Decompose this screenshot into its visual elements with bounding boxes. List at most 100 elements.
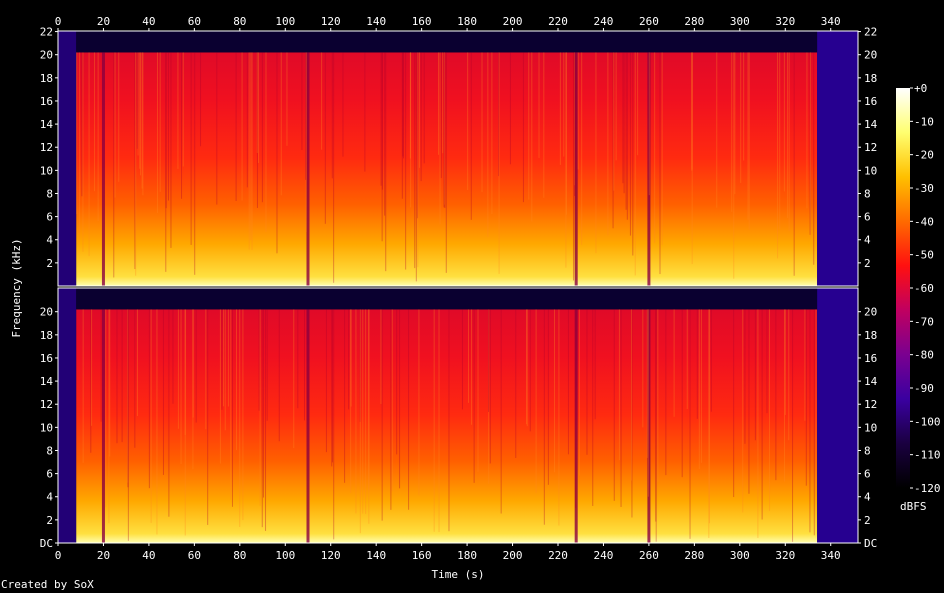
texture-line <box>700 309 702 463</box>
texture-line <box>565 52 567 215</box>
texture-line <box>696 309 698 419</box>
texture-line <box>403 52 405 159</box>
colorbar-label: dBFS <box>900 500 927 513</box>
texture-line <box>788 52 790 232</box>
texture-line <box>105 309 107 508</box>
texture-line <box>779 52 781 230</box>
y-tick-label-right: 4 <box>864 234 871 247</box>
y-tick-label-left: 8 <box>46 187 53 200</box>
texture-line <box>558 309 560 526</box>
texture-line <box>691 52 693 265</box>
y-tick-label-left: 6 <box>46 211 53 224</box>
texture-line <box>710 309 712 412</box>
texture-line <box>586 309 588 455</box>
texture-line <box>257 52 259 163</box>
dropout-line <box>574 309 578 543</box>
y-tick-label-left: 20 <box>40 49 53 62</box>
texture-line <box>134 52 136 270</box>
x-axis-bottom: 0 20 40 60 80 100 120 140 160 180 200 220 240 260 280 3… <box>55 543 841 562</box>
texture-line <box>266 309 268 421</box>
texture-line <box>607 52 609 236</box>
texture-line <box>399 309 401 489</box>
texture-line <box>324 52 326 224</box>
x-tick-label-top: 340 <box>821 15 841 28</box>
texture-line <box>263 309 265 498</box>
texture-line <box>390 309 392 510</box>
x-tick-label-top: 320 <box>775 15 795 28</box>
texture-line <box>381 309 383 521</box>
y-tick-label-right: 18 <box>864 72 877 85</box>
y-tick-label-right: 6 <box>864 468 871 481</box>
dropout-line <box>306 309 310 543</box>
texture-line <box>127 309 129 541</box>
dropout-line <box>101 309 105 543</box>
texture-line <box>473 309 475 483</box>
texture-line <box>647 309 649 497</box>
y-tick-label-right: 14 <box>864 375 878 388</box>
texture-line <box>806 52 808 209</box>
cutoff-band <box>76 288 818 310</box>
y-tick-label-left: 16 <box>40 95 53 108</box>
texture-line <box>109 309 111 457</box>
x-tick-label-top: 300 <box>730 15 750 28</box>
colorbar-tick-label: -60 <box>914 282 934 295</box>
texture-line <box>331 309 333 467</box>
y-tick-label-right: 10 <box>864 421 877 434</box>
texture-line <box>355 309 357 514</box>
audio-energy-region <box>76 52 818 286</box>
y-tick-label-left: 18 <box>40 72 53 85</box>
texture-line <box>227 309 229 407</box>
texture-line <box>139 52 141 176</box>
channel-panels <box>57 30 859 544</box>
colorbar-tick-label: -40 <box>914 215 934 228</box>
texture-line <box>498 52 500 177</box>
dropout-line <box>574 52 578 286</box>
fade-out-region <box>817 288 858 543</box>
texture-line <box>815 309 817 487</box>
y-tick-label-right: 6 <box>864 211 871 224</box>
texture-line <box>565 52 567 268</box>
texture-line <box>531 52 533 222</box>
texture-line <box>256 52 258 153</box>
texture-line <box>444 52 446 208</box>
texture-line <box>613 52 615 191</box>
texture-line <box>248 52 250 250</box>
texture-line <box>754 309 756 441</box>
texture-line <box>433 309 435 532</box>
texture-line <box>448 309 450 532</box>
texture-line <box>205 309 207 430</box>
texture-line <box>769 309 771 511</box>
texture-line <box>733 52 735 279</box>
channel-1-panel <box>57 30 859 287</box>
y-tick-label-left: 14 <box>40 375 54 388</box>
texture-line <box>108 309 110 524</box>
texture-line <box>402 52 404 157</box>
texture-line <box>538 52 540 158</box>
texture-line <box>88 52 90 257</box>
y-tick-label-left: 10 <box>40 164 53 177</box>
texture-line <box>172 309 174 404</box>
colorbar-tick-label: -110 <box>914 449 941 462</box>
texture-line <box>301 52 303 150</box>
texture-line <box>442 52 444 154</box>
x-tick-label-top: 0 <box>55 15 62 28</box>
texture-line <box>623 52 625 194</box>
texture-line <box>224 309 226 431</box>
texture-line <box>168 309 170 517</box>
y-tick-label-right: 16 <box>864 352 877 365</box>
texture-line <box>177 52 179 169</box>
texture-line <box>231 309 233 507</box>
y-tick-label-left: 20 <box>40 306 53 319</box>
x-tick-label-bottom: 60 <box>188 549 201 562</box>
texture-line <box>438 309 440 533</box>
texture-line <box>615 52 617 161</box>
x-tick-label-bottom: 240 <box>594 549 614 562</box>
texture-line <box>813 52 815 265</box>
x-tick-label-bottom: 300 <box>730 549 750 562</box>
texture-line <box>192 309 194 470</box>
x-tick-label-top: 60 <box>188 15 201 28</box>
fade-in-region <box>58 288 77 543</box>
texture-line <box>487 52 489 238</box>
texture-line <box>391 309 393 491</box>
